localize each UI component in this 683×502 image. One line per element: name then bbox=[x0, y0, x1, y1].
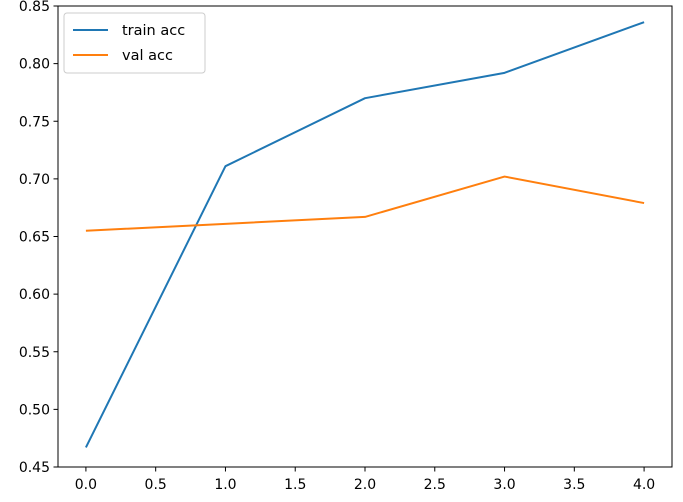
legend-label: train acc bbox=[122, 23, 185, 39]
legend-label: val acc bbox=[122, 48, 173, 64]
plot-frame bbox=[58, 6, 672, 467]
x-tick-label: 1.0 bbox=[214, 477, 236, 493]
y-tick-label: 0.70 bbox=[19, 172, 50, 188]
plot-area bbox=[86, 22, 644, 447]
series-line-val-acc bbox=[86, 177, 644, 231]
axes: 0.0 0.5 1.0 1.5 2.0 2.5 3.0 3.5 4.0 0.45 0.50 0.55 0… bbox=[19, 0, 672, 493]
y-tick-label: 0.85 bbox=[19, 0, 50, 15]
y-tick-label: 0.55 bbox=[19, 345, 50, 361]
y-tick-label: 0.60 bbox=[19, 287, 50, 303]
x-tick-label: 3.5 bbox=[563, 477, 585, 493]
x-tick-label: 0.5 bbox=[145, 477, 167, 493]
x-tick-label: 2.0 bbox=[354, 477, 376, 493]
x-tick-label: 1.5 bbox=[284, 477, 306, 493]
y-tick-label: 0.50 bbox=[19, 402, 50, 418]
legend: train acc val acc bbox=[64, 13, 205, 73]
x-tick-label: 3.0 bbox=[493, 477, 515, 493]
x-tick-label: 2.5 bbox=[424, 477, 446, 493]
series-line-train-acc bbox=[86, 22, 644, 447]
legend-box bbox=[64, 13, 205, 73]
y-tick-label: 0.80 bbox=[19, 57, 50, 73]
y-tick-label: 0.75 bbox=[19, 114, 50, 130]
y-tick-label: 0.65 bbox=[19, 230, 50, 246]
x-tick-label: 4.0 bbox=[633, 477, 655, 493]
x-tick-label: 0.0 bbox=[75, 477, 97, 493]
y-tick-label: 0.45 bbox=[19, 460, 50, 476]
